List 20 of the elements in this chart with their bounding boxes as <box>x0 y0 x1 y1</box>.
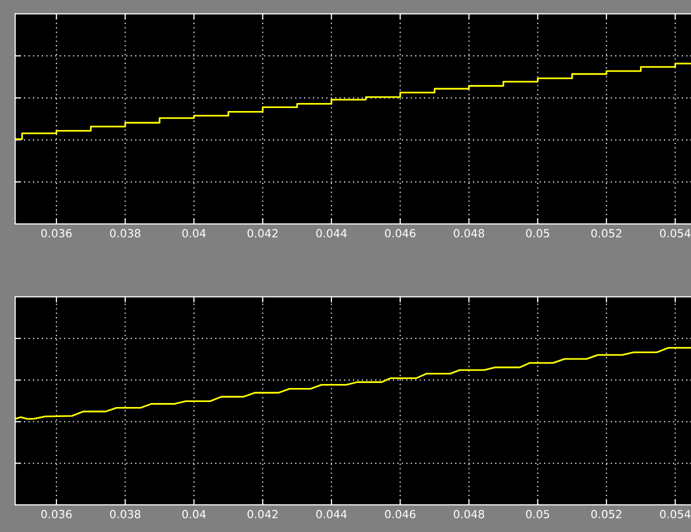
x-tick-label: 0.052 <box>591 510 622 518</box>
x-tick-label: 0.038 <box>110 229 140 238</box>
x-tick-label: 0.046 <box>385 229 416 238</box>
x-tick-label: 0.048 <box>454 229 484 238</box>
x-tick-label: 0.05 <box>526 510 550 518</box>
x-tick-label: 0.036 <box>41 229 72 238</box>
x-tick-label: 0.054 <box>660 510 690 518</box>
x-tick-label: 0.046 <box>385 510 416 518</box>
x-tick-label: 0.05 <box>526 229 550 238</box>
x-tick-label: 0.038 <box>110 510 140 518</box>
x-tick-label: 0.04 <box>182 229 206 238</box>
x-tick-label: 0.054 <box>660 229 690 238</box>
x-tick-label: 0.036 <box>41 510 72 518</box>
x-tick-label: 0.044 <box>316 229 347 238</box>
x-tick-label: 0.04 <box>182 510 206 518</box>
x-tick-label: 0.052 <box>591 229 622 238</box>
x-tick-label: 0.048 <box>454 510 484 518</box>
x-tick-label: 0.042 <box>248 510 278 518</box>
x-tick-label: 0.042 <box>248 229 278 238</box>
x-tick-label: 0.044 <box>316 510 347 518</box>
